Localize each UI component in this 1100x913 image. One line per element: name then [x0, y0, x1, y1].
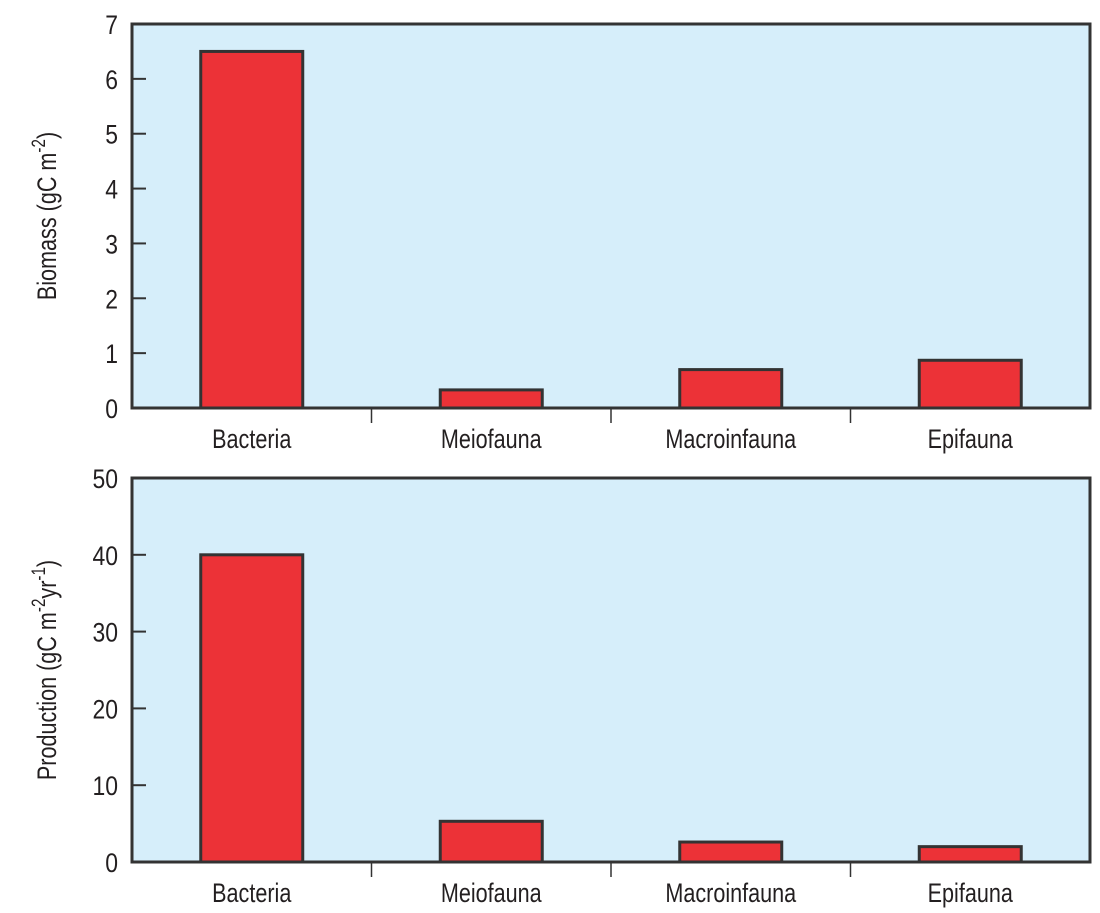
bar-bacteria — [199, 49, 305, 410]
y-tick-label: 1 — [105, 339, 118, 369]
bar-macroinfauna — [678, 840, 784, 864]
y-axis-label: Production (gC m-2yr-1) — [27, 560, 62, 780]
production-chart: 0 10 20 30 40 50 Bacteria Meiofauna Macroinfauna… — [27, 464, 1092, 909]
x-category-label: Macroinfauna — [665, 879, 796, 909]
x-category-label: Macroinfauna — [665, 425, 796, 455]
y-tick-label: 30 — [92, 618, 118, 648]
x-category-label: Meiofauna — [441, 425, 542, 455]
y-tick-label: 10 — [92, 771, 118, 801]
bar-epifauna — [917, 845, 1023, 864]
y-tick-label: 4 — [105, 175, 118, 205]
biomass-chart: 0 1 2 3 4 5 6 7 Bacteria Meiofauna Macroinfauna Epi… — [27, 10, 1092, 455]
y-tick-label: 20 — [92, 695, 118, 725]
y-tick-label: 0 — [105, 848, 118, 878]
y-tick-label: 50 — [92, 464, 118, 494]
y-tick-label: 40 — [92, 541, 118, 571]
y-tick-label: 5 — [105, 120, 118, 150]
x-category-label: Epifauna — [928, 425, 1014, 455]
bar-meiofauna — [438, 819, 544, 864]
x-category-label: Meiofauna — [441, 879, 542, 909]
y-tick-label: 7 — [105, 10, 118, 40]
bar-bacteria — [199, 553, 305, 864]
y-tick-label: 0 — [105, 394, 118, 424]
bar-epifauna — [917, 358, 1023, 410]
y-tick-label: 3 — [105, 230, 118, 260]
x-category-label: Epifauna — [928, 879, 1014, 909]
y-axis-label: Biomass (gC m-2) — [27, 132, 62, 300]
x-category-label: Bacteria — [212, 879, 292, 909]
y-tick-label: 2 — [105, 285, 118, 315]
y-tick-label: 6 — [105, 65, 118, 95]
bar-meiofauna — [438, 388, 544, 410]
bar-macroinfauna — [678, 368, 784, 410]
x-category-label: Bacteria — [212, 425, 292, 455]
